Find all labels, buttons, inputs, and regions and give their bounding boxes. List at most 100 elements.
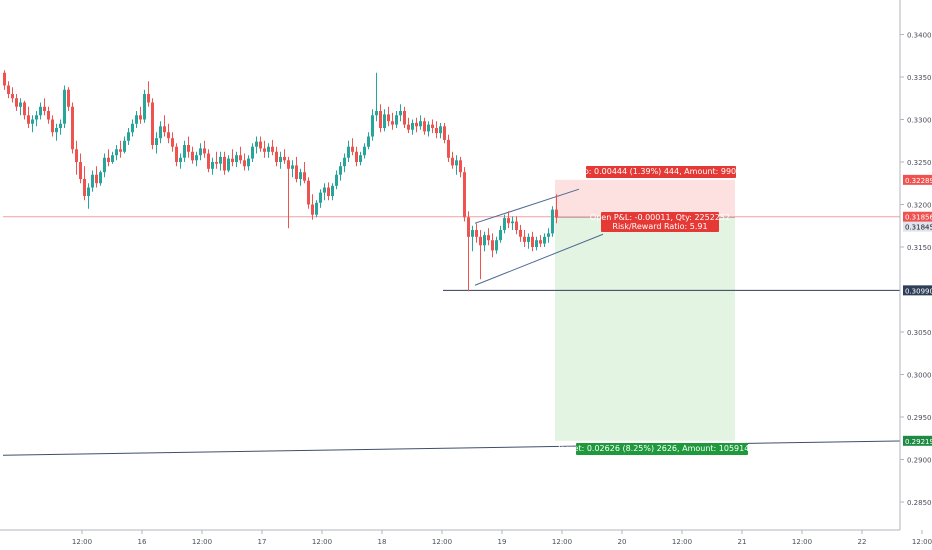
candle-body bbox=[223, 156, 226, 171]
candle-34 bbox=[139, 106, 142, 124]
candle-body bbox=[283, 156, 286, 161]
candle-body bbox=[411, 122, 414, 130]
candle-93 bbox=[375, 72, 378, 122]
candle-61 bbox=[247, 155, 250, 171]
candle-88 bbox=[355, 146, 358, 167]
candle-body bbox=[547, 233, 550, 237]
price-tag-bg bbox=[903, 211, 932, 222]
price-tag-label: 0.32289 bbox=[905, 177, 932, 185]
x-tick-label-5: 18 bbox=[378, 538, 387, 546]
candle-body bbox=[167, 132, 170, 139]
candle-48 bbox=[195, 151, 198, 167]
drawing-lines bbox=[2, 188, 901, 456]
candle-body bbox=[343, 157, 346, 167]
candle-body bbox=[391, 121, 394, 125]
price-tag-5: 0.29219 bbox=[903, 435, 932, 446]
candle-body bbox=[63, 89, 66, 124]
candle-9 bbox=[39, 102, 42, 120]
candle-75 bbox=[303, 162, 306, 184]
candle-body bbox=[327, 187, 330, 196]
candle-39 bbox=[159, 121, 162, 144]
candle-body bbox=[119, 149, 122, 152]
x-tick-label-3: 17 bbox=[258, 538, 267, 546]
candle-68 bbox=[275, 146, 278, 167]
candle-body bbox=[27, 115, 30, 124]
target-label: Target: 0.02626 (8.25%) 2626, Amount: 10… bbox=[556, 443, 767, 455]
stop-zone bbox=[555, 179, 735, 218]
candle-84 bbox=[339, 162, 342, 181]
candle-107 bbox=[431, 119, 434, 134]
candle-body bbox=[415, 122, 418, 127]
candle-body bbox=[47, 111, 50, 120]
candle-116 bbox=[467, 211, 470, 292]
candle-115 bbox=[463, 167, 466, 222]
candle-98 bbox=[395, 111, 398, 128]
candle-body bbox=[435, 128, 438, 134]
candle-body bbox=[75, 149, 78, 162]
candle-body bbox=[511, 221, 514, 224]
candle-body bbox=[155, 138, 158, 145]
candle-body bbox=[35, 115, 38, 120]
stop-label: Stop: 0.00444 (1.39%) 444, Amount: 99000… bbox=[571, 166, 751, 178]
candle-12 bbox=[51, 115, 54, 137]
candle-41 bbox=[167, 123, 170, 144]
candle-body bbox=[215, 162, 218, 164]
candle-3 bbox=[15, 94, 18, 111]
candle-108 bbox=[435, 121, 438, 139]
candle-body bbox=[79, 162, 82, 179]
candle-body bbox=[255, 141, 258, 147]
candle-53 bbox=[215, 151, 218, 169]
candle-body bbox=[299, 172, 302, 179]
candle-body bbox=[431, 124, 434, 128]
price-tag-bg bbox=[903, 435, 932, 446]
candle-body bbox=[187, 145, 190, 152]
candle-122 bbox=[491, 233, 494, 258]
candle-44 bbox=[179, 153, 182, 169]
candle-body bbox=[303, 172, 306, 181]
candle-117 bbox=[471, 225, 474, 252]
candle-101 bbox=[407, 117, 410, 134]
candle-body bbox=[131, 123, 134, 133]
candle-92 bbox=[371, 109, 374, 141]
candle-128 bbox=[515, 216, 518, 235]
candle-body bbox=[267, 146, 270, 152]
candle-body bbox=[419, 121, 422, 127]
candle-2 bbox=[11, 87, 14, 103]
candle-87 bbox=[351, 138, 354, 156]
candle-body bbox=[51, 119, 54, 133]
candle-16 bbox=[67, 87, 70, 111]
x-tick-label-10: 12:00 bbox=[672, 538, 692, 546]
candle-body bbox=[499, 230, 502, 241]
candle-body bbox=[491, 240, 494, 251]
candle-25 bbox=[103, 153, 106, 178]
candle-body bbox=[239, 155, 242, 161]
candle-body bbox=[455, 160, 458, 166]
candle-90 bbox=[363, 143, 366, 159]
pnl-label: Open P&L: -0.00011, Qty: 2252252Risk/Rew… bbox=[590, 212, 730, 232]
candle-36 bbox=[147, 81, 150, 107]
candle-body bbox=[99, 172, 102, 184]
candle-body bbox=[83, 179, 86, 196]
candle-body bbox=[147, 94, 150, 103]
candle-6 bbox=[27, 106, 30, 128]
candle-body bbox=[139, 115, 142, 120]
candle-body bbox=[195, 155, 198, 161]
candle-136 bbox=[547, 228, 550, 243]
candle-body bbox=[287, 160, 290, 169]
candle-5 bbox=[23, 100, 26, 120]
candle-33 bbox=[135, 111, 138, 128]
candle-body bbox=[331, 185, 334, 196]
candle-body bbox=[115, 149, 118, 156]
candle-64 bbox=[259, 136, 262, 152]
candle-body bbox=[207, 153, 210, 169]
candle-body bbox=[219, 156, 222, 164]
x-tick-label-11: 21 bbox=[738, 538, 747, 546]
candle-body bbox=[503, 218, 506, 230]
candle-51 bbox=[207, 149, 210, 173]
candle-body bbox=[539, 240, 542, 244]
candle-76 bbox=[307, 177, 310, 209]
